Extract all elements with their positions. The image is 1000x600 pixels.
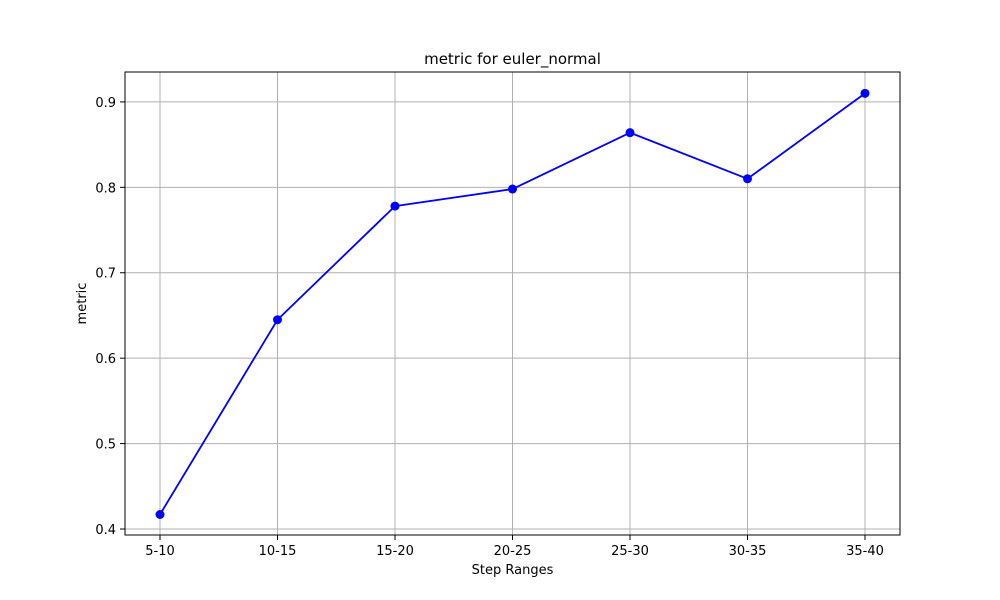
y-tick-label: 0.5: [95, 438, 116, 453]
x-tick-label: 25-30: [611, 544, 649, 559]
x-axis-ticks: 5-10 10-15 15-20 20-25 25-30 30-35 35-40: [145, 535, 884, 559]
y-tick-label: 0.9: [95, 96, 116, 111]
x-tick-label: 5-10: [145, 544, 175, 559]
data-point: [625, 128, 635, 138]
data-point: [155, 509, 165, 519]
y-tick-label: 0.8: [95, 181, 116, 196]
data-point: [860, 88, 870, 98]
y-tick-label: 0.6: [95, 352, 116, 367]
series-layer: [155, 88, 870, 519]
x-tick-label: 20-25: [494, 544, 532, 559]
y-axis-label: metric: [75, 283, 90, 325]
x-tick-label: 10-15: [259, 544, 297, 559]
x-tick-label: 15-20: [376, 544, 414, 559]
x-tick-label: 30-35: [729, 544, 767, 559]
x-tick-label: 35-40: [846, 544, 884, 559]
grid-lines: [125, 72, 900, 535]
data-point: [743, 174, 752, 184]
data-point: [508, 184, 517, 194]
x-axis-label: Step Ranges: [472, 563, 554, 578]
data-point: [273, 315, 282, 325]
y-tick-label: 0.7: [95, 267, 116, 282]
y-axis-ticks: 0.4 0.5 0.6 0.7 0.8 0.9: [95, 96, 125, 538]
data-point: [390, 201, 400, 211]
y-tick-label: 0.4: [95, 523, 116, 538]
chart-title: metric for euler_normal: [424, 50, 601, 69]
